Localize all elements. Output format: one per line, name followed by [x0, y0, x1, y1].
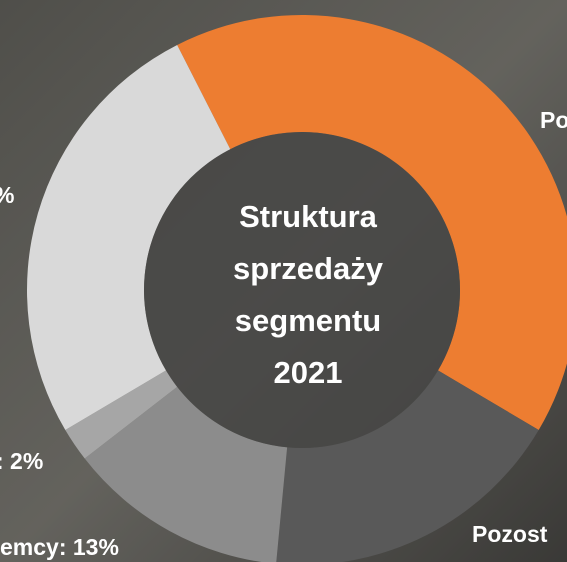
donut-segment — [65, 370, 178, 459]
donut — [27, 15, 567, 562]
donut-segment — [84, 386, 288, 562]
donut-segment — [27, 44, 231, 430]
center-title-line: Struktura — [239, 199, 378, 234]
donut-segment — [276, 370, 539, 562]
labels: Po Pozost emcy: 13% : 2%% — [0, 107, 567, 560]
center-title-line: 2021 — [274, 355, 343, 390]
data-label: : 2% — [0, 448, 43, 474]
center-title-line: segmentu — [235, 303, 381, 338]
center-title-line: sprzedaży — [233, 251, 384, 286]
data-label: Pozost — [472, 521, 548, 547]
data-label: % — [0, 182, 14, 208]
data-label: emcy: 13% — [0, 534, 119, 560]
donut-hole — [144, 132, 460, 448]
donut-segment — [177, 15, 567, 430]
center-title: Struktura sprzedaży segmentu 2021 — [233, 199, 384, 390]
data-label: Po — [540, 107, 567, 133]
